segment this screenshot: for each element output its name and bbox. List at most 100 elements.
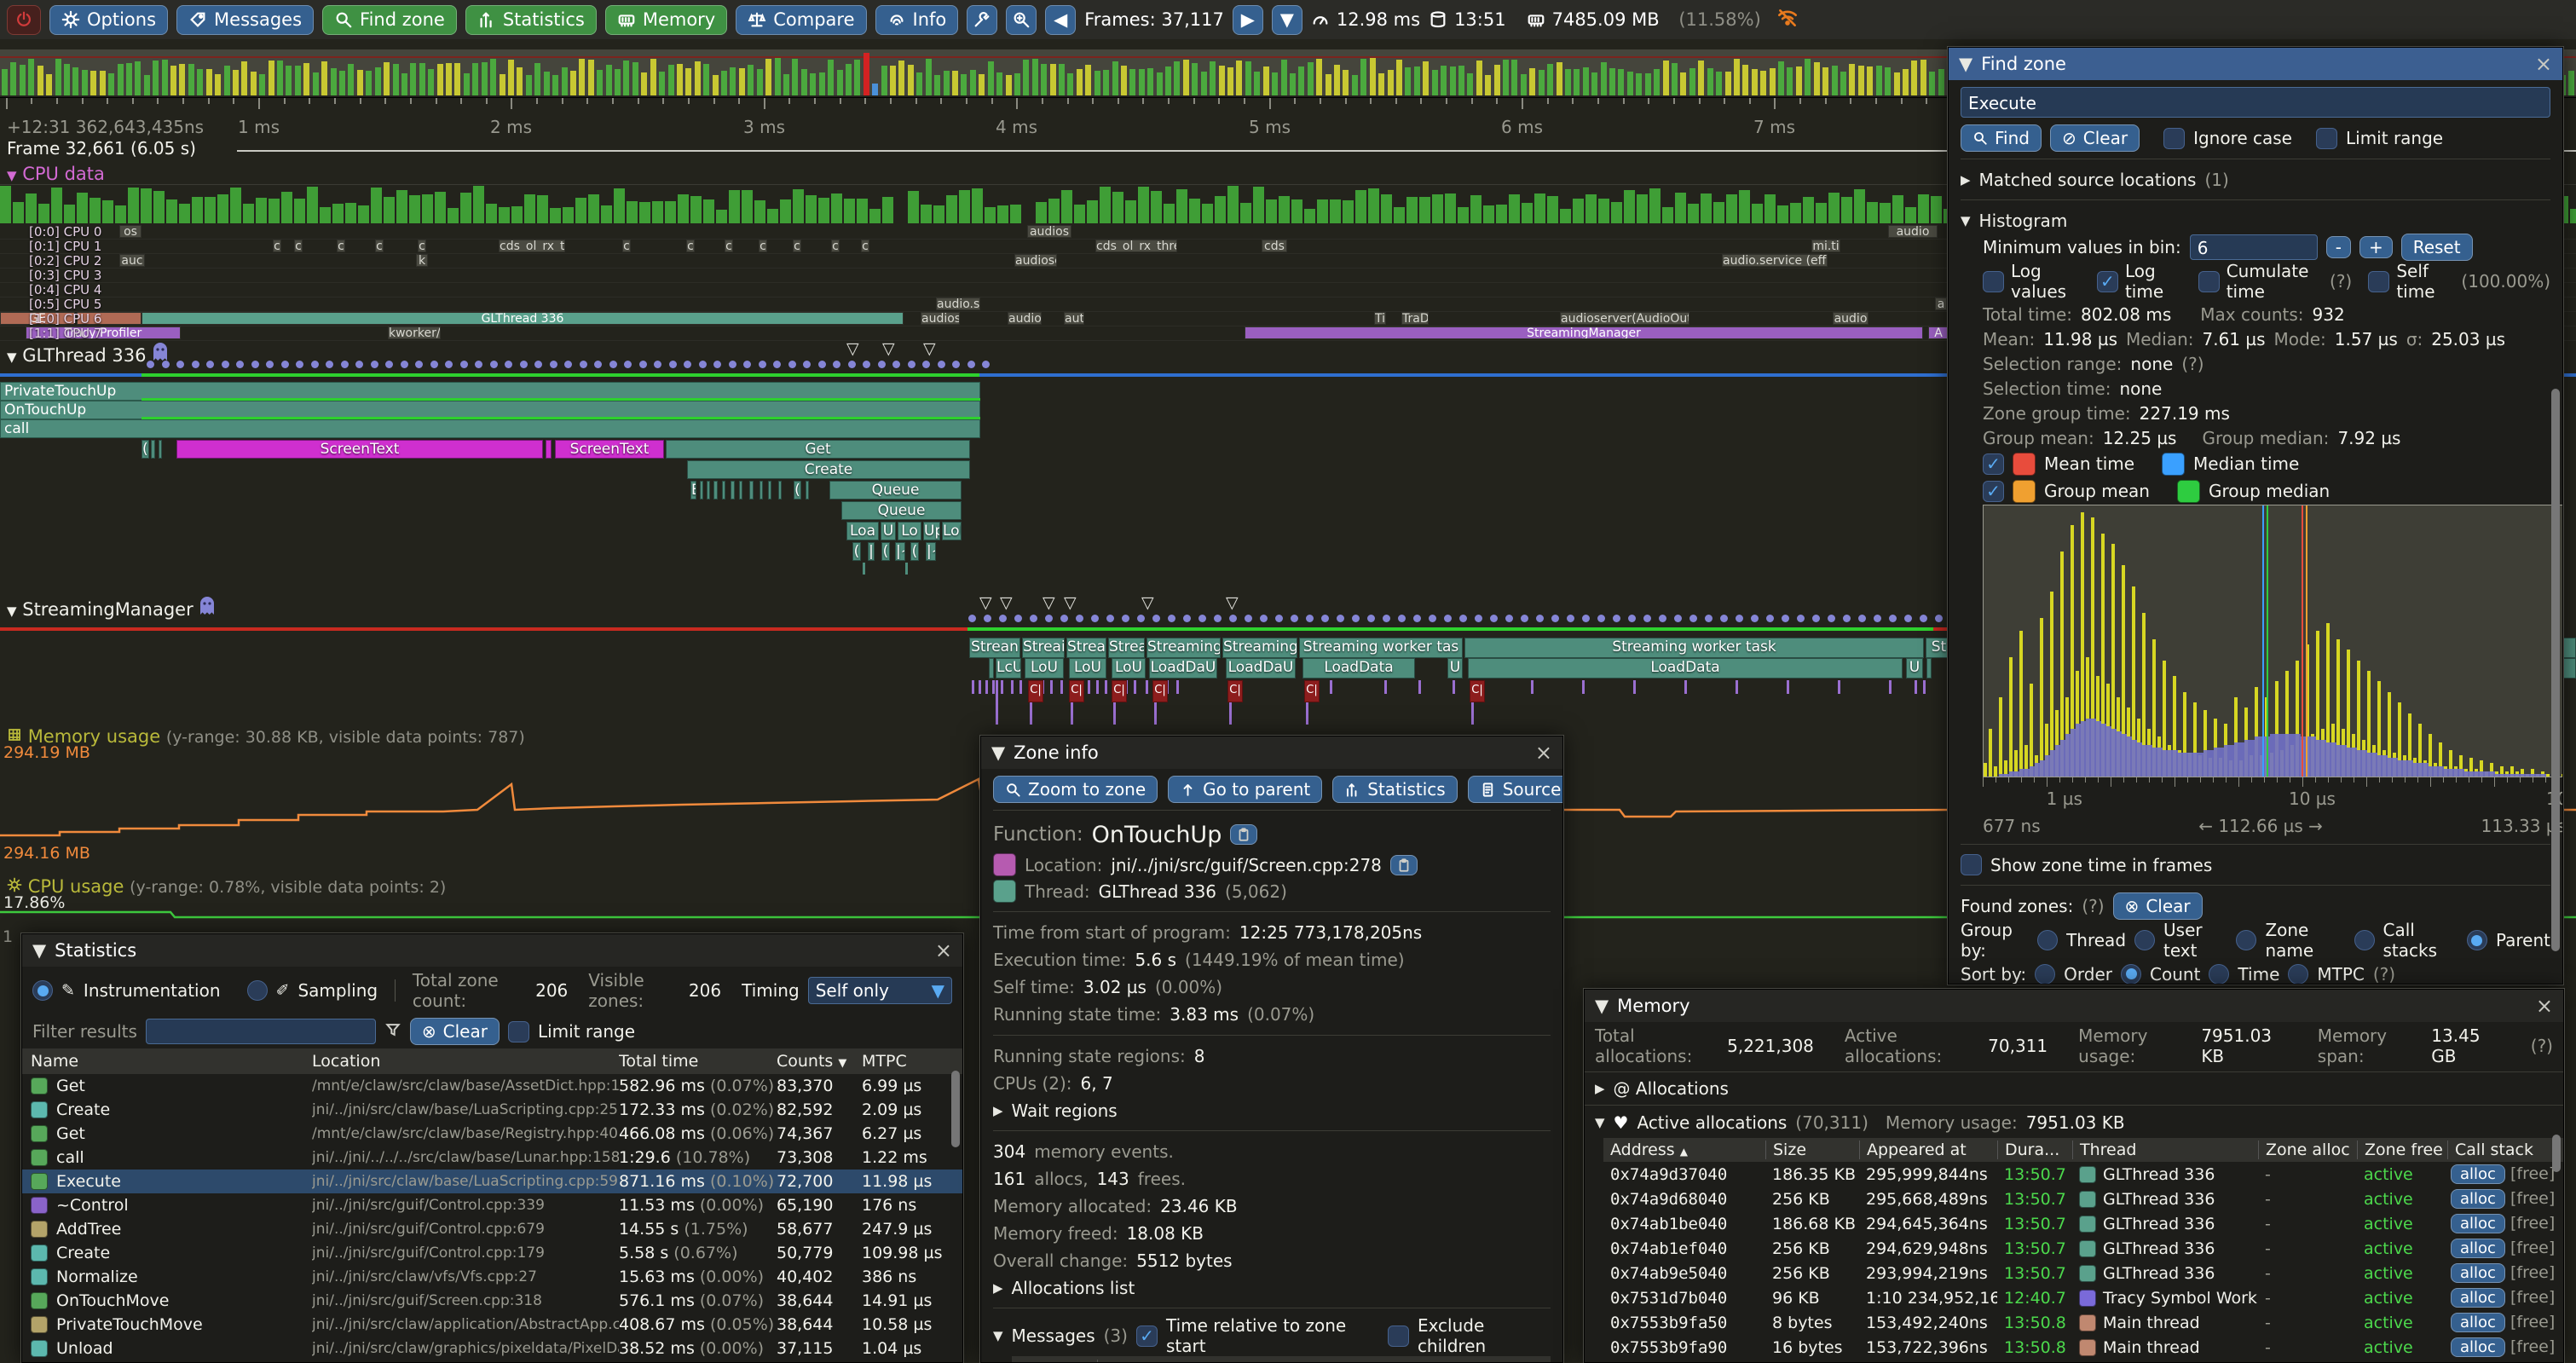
- zone-ScreenText[interactable]: ScreenText: [176, 440, 543, 459]
- allocation-row[interactable]: 0x74ab1be040 186.68 KB 294,645,364ns 13:…: [1610, 1214, 2556, 1233]
- zone-|[interactable]: |: [868, 542, 875, 561]
- instrumentation-radio[interactable]: [32, 980, 53, 1001]
- allocations-expander[interactable]: ▶ @ Allocations: [1595, 1078, 1729, 1099]
- zone-LoadData[interactable]: LoadData: [1302, 658, 1415, 679]
- stats-clear-button[interactable]: ⊗ Clear: [409, 1018, 500, 1045]
- cumulate-time-checkbox[interactable]: [2198, 270, 2220, 292]
- zone-LoU[interactable]: LoU: [1025, 658, 1064, 679]
- zone-small[interactable]: [159, 440, 162, 459]
- cpu-row[interactable]: [0:4] CPU 4: [0, 283, 2576, 297]
- cpu-row[interactable]: ccccccds_ol_rx_thrccccccccds_ol_rx_threa…: [0, 240, 2576, 254]
- zone-LoU[interactable]: LoU: [1112, 658, 1146, 679]
- stats-limit-range-checkbox[interactable]: [507, 1020, 529, 1042]
- zone-small[interactable]: [806, 481, 809, 500]
- zone-small[interactable]: [768, 481, 771, 500]
- toolbar-button-info[interactable]: Info: [875, 4, 959, 35]
- allocation-row[interactable]: 0x7553b9fa90 16 bytes 153,722,396ns 13:5…: [1610, 1337, 2556, 1357]
- zone-([interactable]: (: [852, 542, 861, 561]
- zone-LoUp[interactable]: LoUp: [942, 522, 962, 540]
- zone-Strean[interactable]: Strean: [969, 638, 1020, 658]
- frame-marker-icon[interactable]: ▽: [1043, 593, 1055, 612]
- active-allocations-expander[interactable]: ▼ ♥ Active allocations (70,311) Memory usage…: [1595, 1112, 2125, 1133]
- allocation-row[interactable]: 0x7553b9fbf0 16 bytes 296,661,146ns 13:5…: [1603, 1360, 2563, 1362]
- zone-small[interactable]: [989, 658, 994, 679]
- memory-scrollbar[interactable]: [2552, 1135, 2561, 1172]
- toolbar-button-statistics[interactable]: Statistics: [465, 4, 597, 35]
- zone-c-marker[interactable]: C|: [1028, 680, 1043, 702]
- frame-marker-icon[interactable]: ▽: [1064, 593, 1077, 612]
- stats-row-PrivateTouchMove[interactable]: PrivateTouchMove jni/../jni/src/claw/app…: [22, 1313, 962, 1337]
- zone-(S[interactable]: (S: [142, 440, 149, 459]
- wait-regions-expander[interactable]: ▶ Wait regions: [993, 1100, 1118, 1121]
- zone-Strea[interactable]: Strea: [1108, 638, 1145, 658]
- ignore-case-checkbox[interactable]: [2163, 127, 2186, 149]
- zone-small[interactable]: [546, 440, 552, 459]
- zone-ScreenText[interactable]: ScreenText: [555, 440, 664, 459]
- zone-Streaming worker tas[interactable]: Streaming worker tas: [1299, 638, 1463, 658]
- self-time-checkbox[interactable]: [2368, 270, 2390, 292]
- frame-marker-icon[interactable]: ▽: [979, 593, 992, 612]
- zone-Lo[interactable]: Lo: [898, 522, 921, 540]
- zone-small[interactable]: [151, 440, 155, 459]
- min-bin-increase-button[interactable]: +: [2359, 236, 2393, 258]
- frame-marker-icon[interactable]: ▽: [923, 339, 936, 358]
- zone-c-marker[interactable]: C|: [1470, 680, 1485, 702]
- collapse-icon[interactable]: ▼: [1959, 54, 1973, 74]
- stats-row-OnTouchMove[interactable]: OnTouchMove jni/../jni/src/guif/Screen.c…: [22, 1289, 962, 1313]
- stats-row-Create[interactable]: Create jni/../jni/src/guif/Control.cpp:1…: [22, 1241, 962, 1265]
- filter-input[interactable]: [145, 1019, 376, 1044]
- toolbar-button-options[interactable]: Options: [49, 4, 169, 35]
- sampling-radio[interactable]: [246, 980, 268, 1001]
- allocation-row[interactable]: 0x74a9d68040 256 KB 295,668,489ns 13:50.…: [1610, 1189, 2556, 1209]
- zone-Get[interactable]: Get: [666, 440, 970, 459]
- close-icon[interactable]: ×: [2534, 52, 2552, 76]
- zone-Streai[interactable]: Streai: [1022, 638, 1065, 658]
- zone-small[interactable]: [731, 481, 735, 500]
- alloc-callstack-button[interactable]: alloc: [2451, 1263, 2505, 1283]
- sort-by-time-radio[interactable]: [2209, 963, 2230, 984]
- legend-0-checkbox[interactable]: ✓: [1983, 453, 2004, 475]
- log-values-checkbox[interactable]: [1983, 270, 2004, 292]
- cpu-plot-header[interactable]: CPU usage (y-range: 0.78%, visible data …: [7, 876, 446, 897]
- messages-expander[interactable]: ▼ Messages (3) ✓ Time relative to zone start…: [993, 1315, 1487, 1356]
- goto-frame-button[interactable]: ▼: [1271, 4, 1302, 35]
- allocation-row[interactable]: 0x74ab1ef040 256 KB 294,629,948ns 13:50.…: [1610, 1239, 2556, 1258]
- close-icon[interactable]: ×: [934, 939, 952, 962]
- stats-row-Unload[interactable]: Unload jni/../jni/src/claw/graphics/pixe…: [22, 1337, 962, 1360]
- memory-plot-header[interactable]: Memory usage (y-range: 30.88 KB, visible…: [7, 726, 525, 747]
- zone-small[interactable]: [778, 481, 782, 500]
- zone-LoadData[interactable]: LoadData: [1468, 658, 1903, 679]
- next-frame-button[interactable]: ▶: [1232, 4, 1263, 35]
- log-time-checkbox[interactable]: ✓: [2096, 270, 2118, 292]
- min-bin-input[interactable]: 6: [2189, 234, 2318, 260]
- matched-source-locations[interactable]: ▶ Matched source locations (1): [1961, 169, 2229, 190]
- limit-range-checkbox[interactable]: [2316, 127, 2337, 149]
- toolbar-button-find-zone[interactable]: Find zone: [322, 4, 457, 35]
- clear-button[interactable]: ⊘ Clear: [2049, 124, 2140, 152]
- histogram-chart[interactable]: [1983, 505, 2562, 777]
- show-zone-time-checkbox[interactable]: [1961, 854, 1982, 875]
- zone-small[interactable]: [749, 481, 754, 500]
- zone-Streaming[interactable]: Streaming: [1146, 638, 1221, 658]
- zone-LoadDaU[interactable]: LoadDaU: [1149, 658, 1217, 679]
- close-icon[interactable]: ×: [1534, 741, 1552, 765]
- collapse-icon[interactable]: ▼: [991, 742, 1006, 763]
- funnel-icon[interactable]: [384, 1021, 401, 1042]
- alloc-callstack-button[interactable]: alloc: [2451, 1313, 2505, 1332]
- stats-row-Get[interactable]: Get /mnt/e/claw/src/claw/base/AssetDict.…: [22, 1074, 962, 1098]
- allocation-row[interactable]: 0x74ab9e5040 256 KB 293,994,219ns 13:50.…: [1610, 1263, 2556, 1283]
- frame-marker-icon[interactable]: ▽: [846, 339, 859, 358]
- zone-U[interactable]: U: [1906, 658, 1923, 679]
- zone-c-marker[interactable]: C|: [1112, 680, 1127, 702]
- sort-by-mtpc-radio[interactable]: [2288, 963, 2309, 984]
- power-button[interactable]: [7, 4, 41, 35]
- prev-frame-button[interactable]: ◀: [1045, 4, 1077, 35]
- group-by-call-stacks-radio[interactable]: [2354, 930, 2375, 950]
- zone-([interactable]: (: [881, 542, 890, 561]
- time-ruler[interactable]: 1 ms 2 ms 3 ms 4 ms 5 ms 6 ms 7 ms +12:31 362,6…: [0, 97, 2576, 137]
- cpu-data-header[interactable]: ▼ CPU data: [7, 164, 105, 184]
- zone-call[interactable]: call: [0, 419, 980, 438]
- zone-small[interactable]: [713, 481, 718, 500]
- toolbar-button-messages[interactable]: Messages: [176, 4, 315, 35]
